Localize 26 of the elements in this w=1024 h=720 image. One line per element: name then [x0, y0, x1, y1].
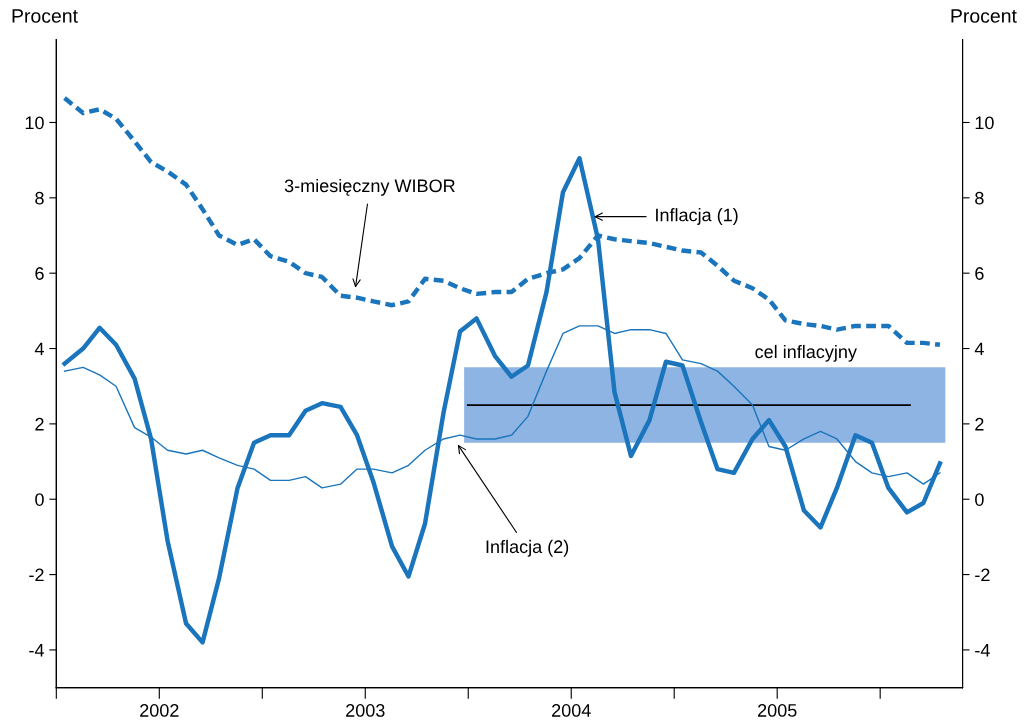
annotation: Inflacja (1) [656, 208, 738, 225]
y-tick-label: 8 [35, 191, 44, 205]
x-tick-label: 2004 [552, 704, 591, 717]
annotation: 3-miesięczny WIBOR [284, 178, 455, 196]
x-tick-label: 2005 [758, 704, 797, 717]
y2-tick-label: 10 [975, 116, 994, 130]
y-tick-label: 10 [25, 116, 44, 130]
band-label: cel inflacyjny [755, 344, 857, 362]
y2-tick-label: -2 [975, 568, 990, 582]
y-tick-label: 6 [35, 267, 44, 280]
y-tick-label: 2 [35, 417, 44, 431]
y-tick-label: 0 [35, 493, 44, 506]
y2-tick-label: -4 [975, 644, 990, 657]
y2-tick-label: 0 [975, 493, 984, 506]
y2-tick-label: 4 [974, 342, 984, 356]
y2-tick-label: 8 [975, 191, 984, 205]
y-tick-label: 4 [34, 342, 44, 356]
x-tick-label: 2002 [140, 704, 179, 717]
y-tick-label: -4 [29, 644, 44, 657]
y2-axis-title: Procent [951, 9, 1017, 23]
y2-tick-label: 6 [975, 267, 984, 280]
y-axis-title: Procent [12, 9, 78, 23]
y-tick-label: -2 [29, 568, 44, 582]
annotation: Inflacja (2) [486, 539, 569, 557]
x-tick-label: 2003 [346, 704, 385, 717]
y2-tick-label: 2 [975, 417, 984, 431]
